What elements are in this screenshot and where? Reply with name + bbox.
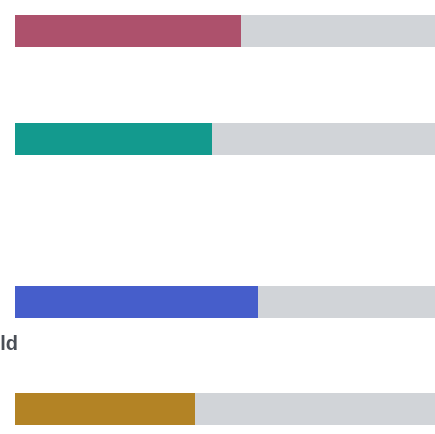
progress-bar-3 xyxy=(15,286,435,318)
progress-bar-1 xyxy=(15,15,435,47)
progress-fill-2 xyxy=(15,123,212,155)
progress-bar-2 xyxy=(15,123,435,155)
progress-fill-3 xyxy=(15,286,259,318)
progress-fill-1 xyxy=(15,15,241,47)
partial-label: old xyxy=(0,333,18,355)
progress-bar-4 xyxy=(15,393,435,425)
progress-fill-4 xyxy=(15,393,196,425)
